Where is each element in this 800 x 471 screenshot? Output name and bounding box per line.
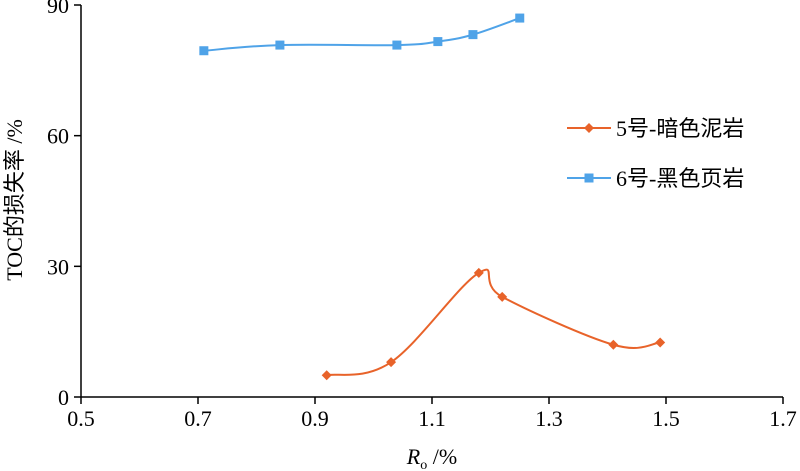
legend-swatch-marker (584, 173, 594, 183)
x-tick-label: 1.3 (535, 406, 563, 431)
data-point (392, 40, 402, 50)
y-ticks: 0 30 60 90 (47, 0, 81, 410)
y-tick-label: 60 (47, 124, 69, 149)
y-tick-label: 0 (58, 385, 69, 410)
y-tick-label: 30 (47, 254, 69, 279)
legend-item: 5号-暗色泥岩 (567, 116, 744, 141)
data-point (321, 370, 332, 381)
x-tick-label: 0.5 (67, 406, 95, 431)
legend-swatch-marker (584, 123, 594, 133)
x-tick-label: 0.9 (301, 406, 329, 431)
legend-label: 5号-暗色泥岩 (616, 116, 744, 141)
series-line (326, 268, 661, 377)
data-point (433, 37, 443, 47)
x-tick-label: 0.7 (184, 406, 212, 431)
x-axis-label-unit: /% (427, 444, 457, 469)
series-1 (321, 267, 666, 381)
data-point (199, 46, 209, 56)
legend-label: 6号-黑色页岩 (616, 166, 744, 191)
legend-item: 6号-黑色页岩 (567, 166, 744, 191)
data-point (655, 337, 666, 348)
x-tick-label: 1.1 (418, 406, 446, 431)
data-point (468, 30, 478, 40)
x-axis-label: Ro /% (406, 444, 457, 471)
y-tick-label: 90 (47, 0, 69, 18)
axes (80, 5, 783, 398)
data-point (515, 13, 525, 23)
data-point (473, 267, 484, 278)
data-point (608, 339, 619, 350)
data-point (497, 291, 508, 302)
legend: 5号-暗色泥岩 6号-黑色页岩 (567, 116, 744, 191)
x-tick-label: 1.7 (769, 406, 797, 431)
x-axis-label-main: R (406, 444, 421, 469)
x-ticks: 0.5 0.7 0.9 1.1 1.3 1.5 1.7 (67, 397, 797, 431)
data-point (275, 40, 285, 50)
data-point (386, 357, 397, 368)
y-axis-label: TOC的损失率 /% (2, 119, 27, 281)
x-tick-label: 1.5 (652, 406, 680, 431)
series-2 (199, 13, 525, 56)
series-layer (199, 13, 666, 381)
x-axis-label-subscript: o (420, 458, 427, 471)
